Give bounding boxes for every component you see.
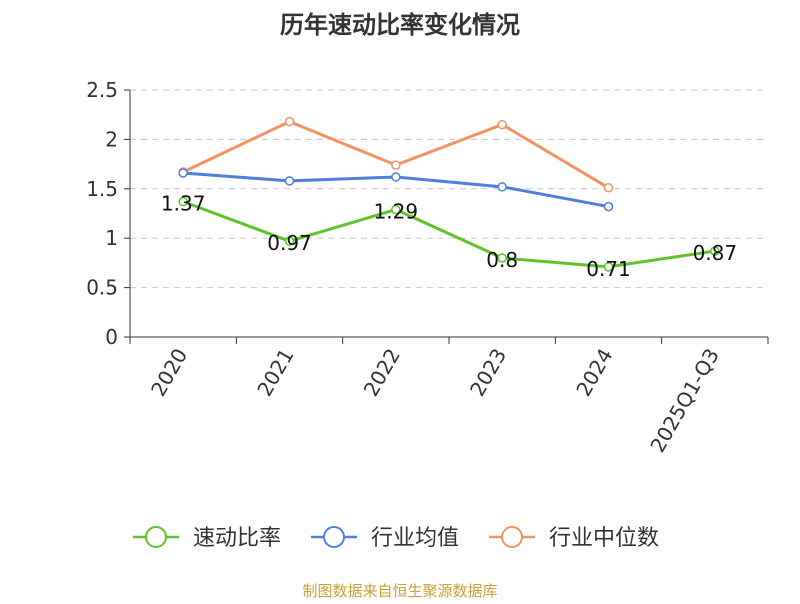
data-point xyxy=(603,201,614,212)
data-point xyxy=(603,262,614,272)
x-tick-label: 2020 xyxy=(146,344,192,400)
data-point xyxy=(497,119,507,130)
x-tick-label: 2025Q1-Q3 xyxy=(645,344,724,456)
legend-item[interactable]: 行业中位数 xyxy=(489,526,659,551)
y-tick-label: 1 xyxy=(105,226,118,250)
data-label: 0.8 xyxy=(486,248,518,272)
data-label: 0.97 xyxy=(267,231,312,255)
source-note: 制图数据来自恒生聚源数据库 xyxy=(302,582,497,600)
y-axis-ticks: 0 0.5 1 1.5 2 2.5 xyxy=(86,78,130,349)
legend-marker xyxy=(323,526,345,548)
x-tick-label: 2023 xyxy=(465,344,511,400)
data-point xyxy=(178,196,188,207)
y-tick-label: 2.5 xyxy=(86,78,118,102)
legend-item[interactable]: 行业均值 xyxy=(311,526,459,551)
data-point xyxy=(497,182,507,192)
legend-label: 行业中位数 xyxy=(549,526,659,551)
legend-marker xyxy=(501,526,523,548)
y-tick-label: 0.5 xyxy=(86,276,118,300)
data-point xyxy=(391,172,401,182)
series-lines xyxy=(178,116,720,272)
data-label: 1.37 xyxy=(161,192,206,216)
data-label: 0.71 xyxy=(586,257,631,281)
y-tick-label: 2 xyxy=(105,127,118,151)
series-line xyxy=(182,200,716,269)
data-point xyxy=(391,204,401,215)
data-label: 1.29 xyxy=(374,200,419,224)
data-point xyxy=(603,183,614,193)
data-point xyxy=(284,116,295,127)
x-tick-label: 2022 xyxy=(359,344,405,400)
data-label: 0.87 xyxy=(693,241,738,265)
x-tick-label: 2021 xyxy=(252,344,298,400)
grid-lines xyxy=(130,89,768,289)
data-point xyxy=(284,236,295,246)
legend-label: 行业均值 xyxy=(371,526,459,551)
chart-title: 历年速动比率变化情况 xyxy=(280,11,520,39)
axes xyxy=(129,90,768,338)
legend-item[interactable]: 速动比率 xyxy=(133,526,281,551)
data-labels: 1.37 0.97 1.29 0.8 0.71 0.87 xyxy=(161,192,737,281)
x-tick-label: 2024 xyxy=(571,344,617,400)
legend: 速动比率 行业均值 行业中位数 xyxy=(133,526,659,551)
legend-label: 速动比率 xyxy=(193,526,281,551)
data-point xyxy=(178,168,188,178)
data-point xyxy=(497,253,507,263)
y-tick-label: 1.5 xyxy=(86,177,118,201)
data-point xyxy=(710,246,720,256)
x-axis-ticks: 2020 2021 2022 2023 2024 2025Q1-Q3 xyxy=(129,337,769,457)
legend-marker xyxy=(145,526,167,548)
data-point xyxy=(284,176,295,186)
data-point xyxy=(391,160,401,170)
y-tick-label: 0 xyxy=(105,325,118,349)
